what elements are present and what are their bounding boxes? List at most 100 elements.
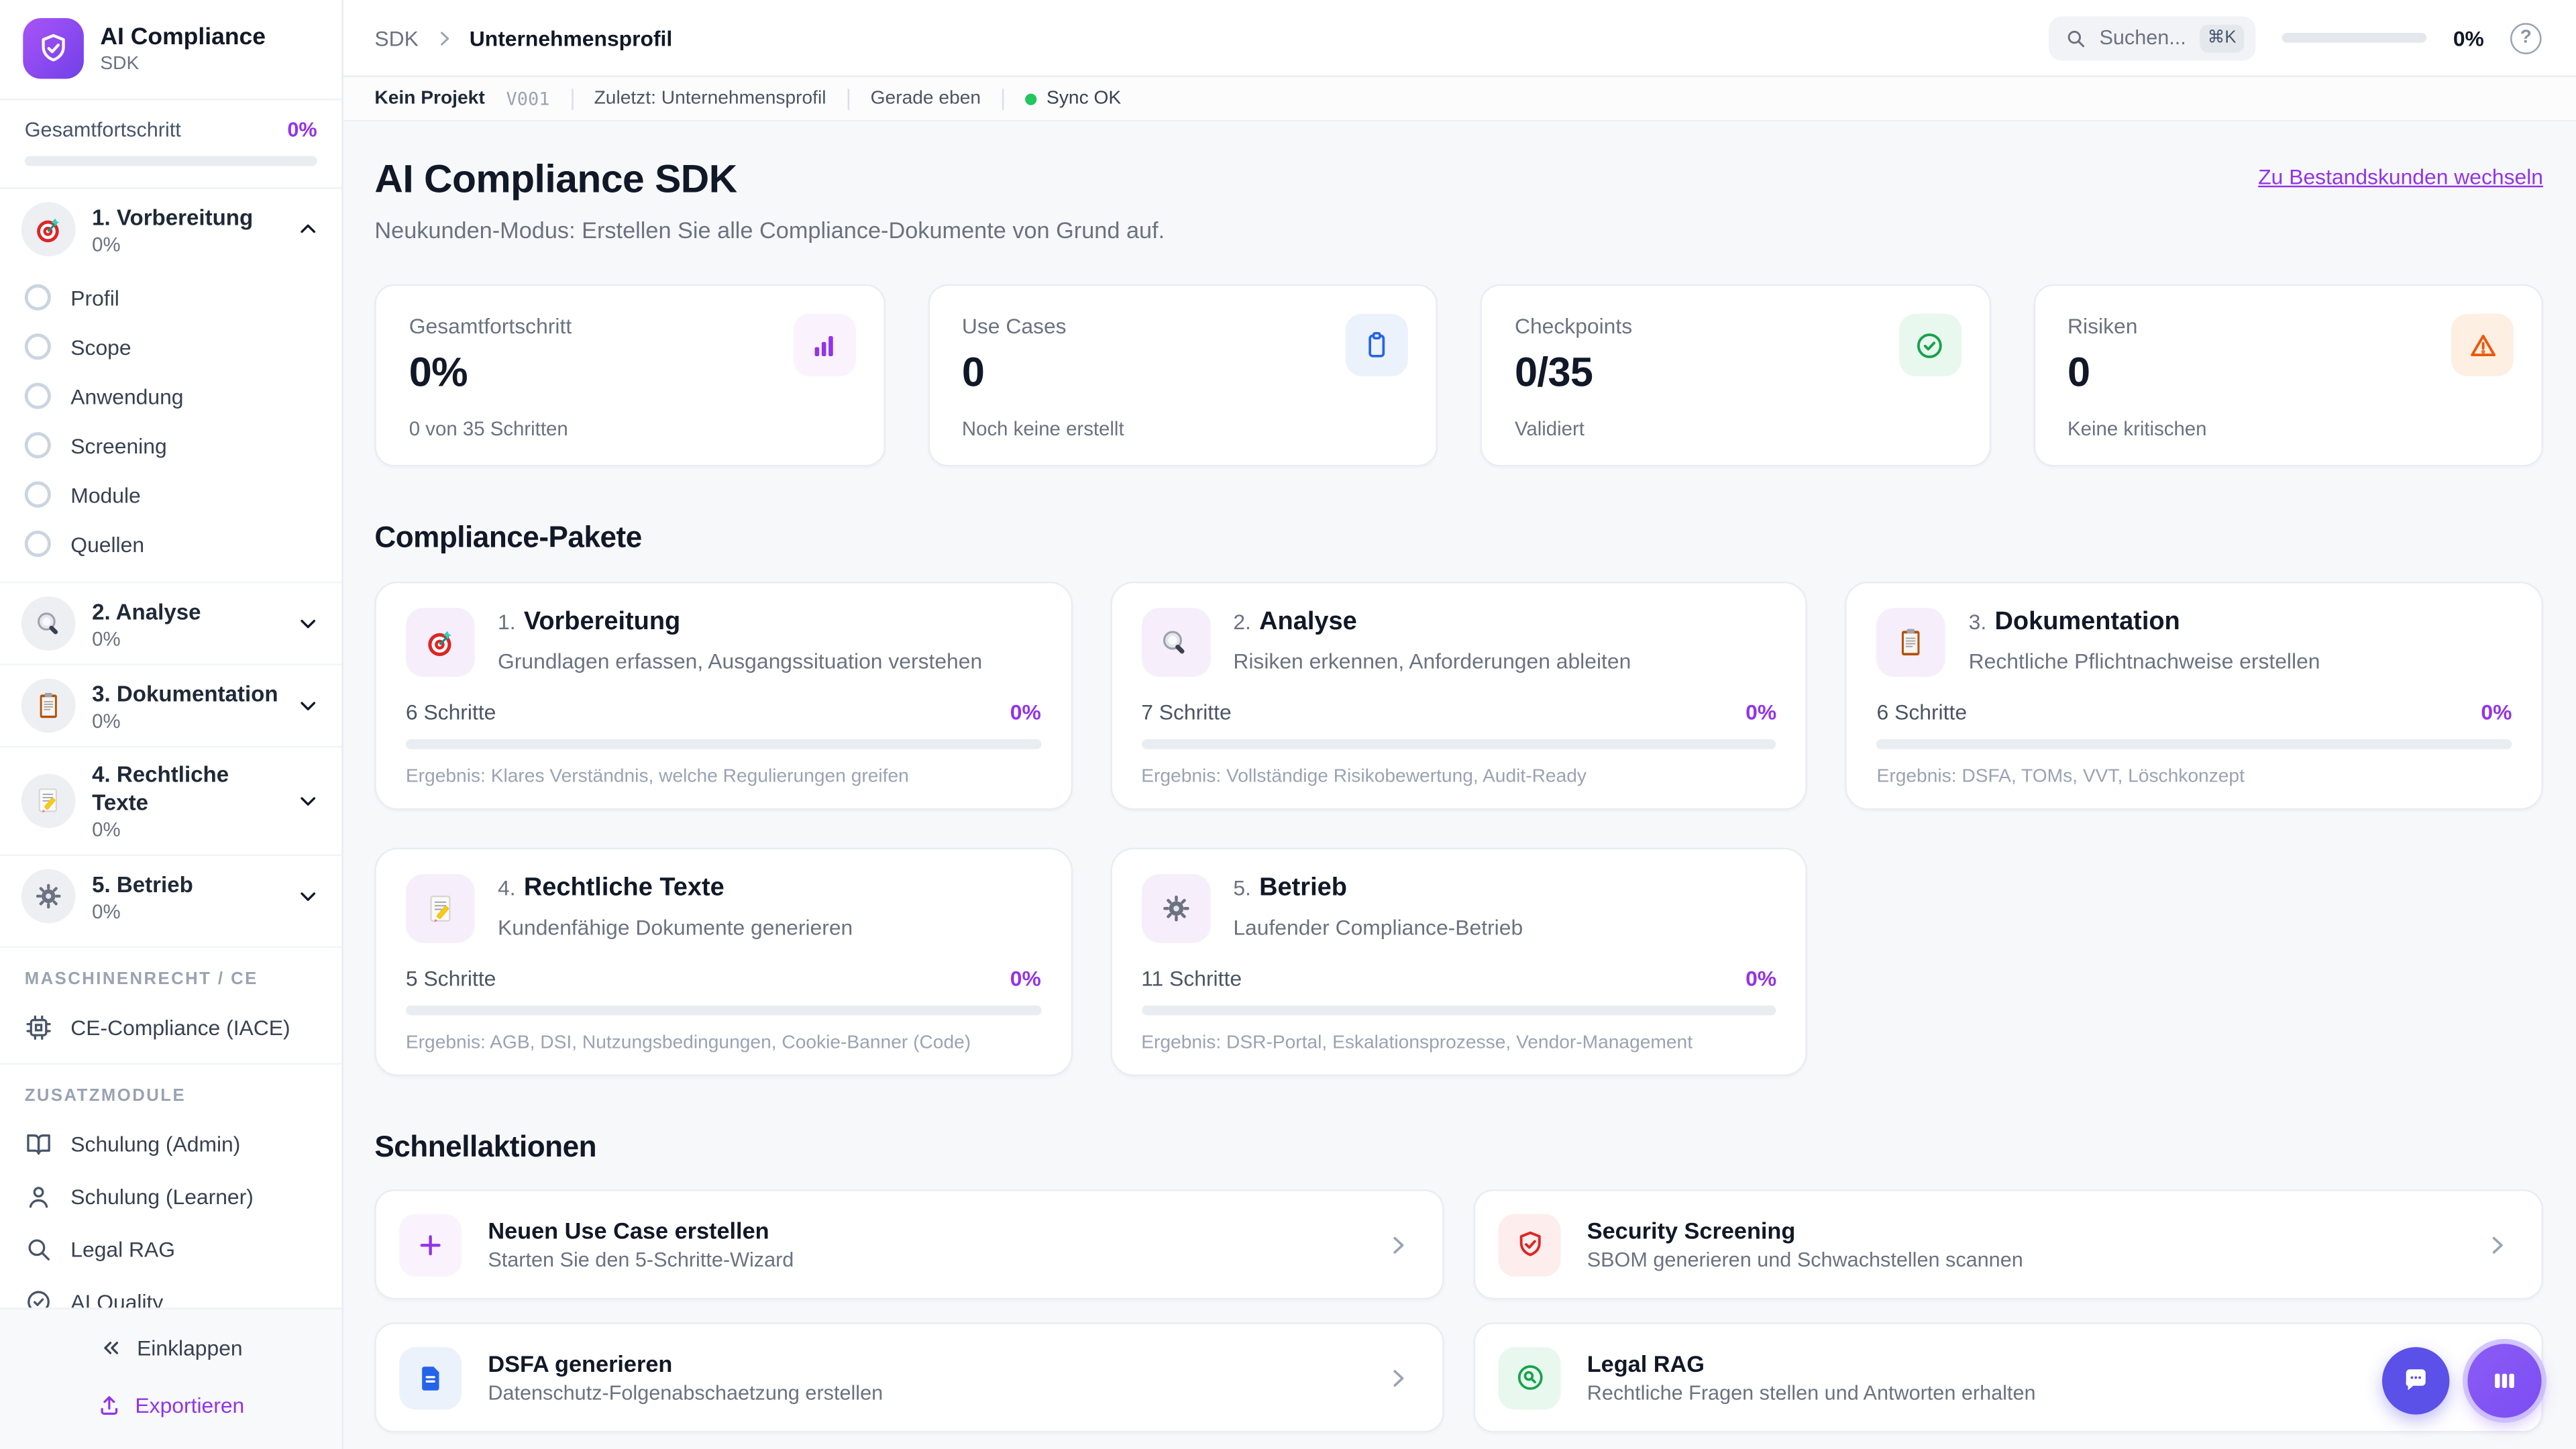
sidebar-item-analyse[interactable]: 2. Analyse 0% bbox=[0, 583, 341, 663]
sidebar-item-percent: 0% bbox=[92, 708, 121, 733]
section-title-compliance-pakete: Compliance-Pakete bbox=[374, 521, 642, 554]
sidebar-item-ce-compliance[interactable]: CE-Compliance (IACE) bbox=[0, 1000, 341, 1053]
chevron-right-icon bbox=[1385, 1232, 1411, 1258]
board-fab-button[interactable] bbox=[2467, 1344, 2542, 1418]
quick-action-new-use-case[interactable]: Neuen Use Case erstellen Starten Sie den… bbox=[374, 1189, 1444, 1300]
collapse-label: Einklappen bbox=[137, 1336, 243, 1360]
package-card-betrieb[interactable]: 5. Betrieb Laufender Compliance-Betrieb 1… bbox=[1110, 847, 1808, 1077]
sidebar-overall-progress: Gesamtfortschritt 0% bbox=[0, 100, 342, 189]
breadcrumb: SDK Unternehmensprofil bbox=[374, 25, 672, 50]
help-button[interactable]: ? bbox=[2510, 22, 2542, 54]
memo-emoji-icon bbox=[405, 873, 475, 943]
quick-action-legal-rag[interactable]: Legal RAG Rechtliche Fragen stellen und … bbox=[1473, 1322, 2544, 1433]
time-status: Gerade eben bbox=[870, 89, 981, 109]
sync-status-dot bbox=[1025, 93, 1037, 105]
chevron-up-icon bbox=[296, 217, 321, 241]
step-circle-icon bbox=[24, 531, 51, 557]
sidebar-item-schulung-learner[interactable]: Schulung (Learner) bbox=[0, 1170, 341, 1222]
sidebar-item-percent: 0% bbox=[92, 899, 121, 923]
sidebar-item-label: 5. Betrieb bbox=[92, 871, 193, 896]
columns-icon bbox=[2489, 1365, 2520, 1397]
bar-chart-icon bbox=[792, 313, 855, 376]
magnifier-emoji-icon bbox=[1141, 608, 1211, 677]
quick-action-security-screening[interactable]: Security Screening SBOM generieren und S… bbox=[1473, 1189, 2544, 1300]
export-button[interactable]: Exportieren bbox=[16, 1385, 325, 1426]
step-circle-icon bbox=[24, 432, 51, 459]
page-title: AI Compliance SDK bbox=[374, 158, 737, 203]
app-title: AI Compliance bbox=[100, 24, 266, 51]
package-progress-bar bbox=[405, 739, 1041, 749]
main-area: SDK Unternehmensprofil Suchen... ⌘K 0% ? bbox=[343, 0, 2576, 1449]
sidebar-item-schulung-admin[interactable]: Schulung (Admin) bbox=[0, 1117, 341, 1169]
search-icon bbox=[2065, 27, 2086, 48]
search-input[interactable]: Suchen... ⌘K bbox=[2048, 15, 2256, 60]
chevron-right-icon bbox=[433, 27, 455, 48]
sidebar-item-ai-quality[interactable]: AI Quality bbox=[0, 1275, 341, 1308]
project-status: Kein Projekt bbox=[374, 89, 485, 109]
sidebar-link-label: Legal RAG bbox=[70, 1236, 176, 1261]
sidebar-footer: Einklappen Exportieren bbox=[0, 1307, 342, 1449]
sidebar-item-rechtliche-texte[interactable]: 4. Rechtliche Texte 0% bbox=[0, 745, 342, 855]
sidebar-link-label: CE-Compliance (IACE) bbox=[70, 1014, 290, 1039]
breadcrumb-sdk[interactable]: SDK bbox=[374, 25, 419, 50]
stat-card-checkpoints: Checkpoints 0/35 Validiert bbox=[1480, 284, 1990, 467]
sidebar-subitem-scope[interactable]: Scope bbox=[0, 322, 341, 371]
upload-icon bbox=[97, 1393, 122, 1418]
stat-value: 0% bbox=[409, 350, 468, 396]
package-number: 2. bbox=[1233, 609, 1251, 635]
package-card-vorbereitung[interactable]: 1. Vorbereitung Grundlagen erfassen, Ausg… bbox=[374, 581, 1073, 810]
sidebar-item-legal-rag[interactable]: Legal RAG bbox=[0, 1222, 341, 1275]
sidebar-item-betrieb[interactable]: 5. Betrieb 0% bbox=[0, 854, 342, 936]
stat-sub: 0 von 35 Schritten bbox=[409, 417, 568, 441]
stat-card-risiken: Risiken 0 Keine kritischen bbox=[2033, 284, 2544, 467]
file-text-icon bbox=[399, 1346, 462, 1409]
package-card-rechtliche-texte[interactable]: 4. Rechtliche Texte Kundenfähige Dokument… bbox=[374, 847, 1073, 1077]
chevron-right-icon bbox=[1385, 1364, 1411, 1391]
sidebar-subitem-profil[interactable]: Profil bbox=[0, 273, 341, 322]
sidebar-subitem-anwendung[interactable]: Anwendung bbox=[0, 371, 341, 420]
check-circle-icon bbox=[25, 1287, 53, 1308]
stat-value: 0 bbox=[2068, 350, 2090, 396]
shield-check-icon bbox=[36, 32, 70, 66]
package-percent: 0% bbox=[1746, 700, 1777, 725]
sidebar-item-label: 4. Rechtliche Texte bbox=[92, 762, 229, 815]
sidebar-item-label: 3. Dokumentation bbox=[92, 681, 278, 706]
subitem-label: Scope bbox=[70, 334, 131, 360]
stat-label: Risiken bbox=[2068, 313, 2138, 339]
package-number: 1. bbox=[498, 609, 516, 635]
package-result: Ergebnis: Vollständige Risikobewertung, … bbox=[1141, 767, 1587, 788]
book-open-icon bbox=[25, 1130, 53, 1158]
sidebar-subitem-screening[interactable]: Screening bbox=[0, 421, 341, 470]
package-percent: 0% bbox=[1746, 966, 1777, 991]
sidebar-item-vorbereitung[interactable]: 1. Vorbereitung 0% bbox=[0, 189, 341, 270]
status-bar: Kein Projekt V001 Zuletzt: Unternehmensp… bbox=[343, 77, 2576, 122]
package-card-analyse[interactable]: 2. Analyse Risiken erkennen, Anforderunge… bbox=[1110, 581, 1808, 810]
version-badge: V001 bbox=[506, 88, 550, 109]
package-number: 4. bbox=[498, 875, 516, 901]
section-maschinenrecht: MASCHINENRECHT / CE bbox=[0, 946, 342, 1001]
package-card-dokumentation[interactable]: 3. Dokumentation Rechtliche Pflichtnachwe… bbox=[1845, 581, 2543, 810]
sidebar-item-label: 1. Vorbereitung bbox=[92, 204, 254, 229]
stat-value: 0/35 bbox=[1514, 350, 1593, 396]
target-emoji-icon bbox=[405, 608, 475, 677]
sidebar-subitem-module[interactable]: Module bbox=[0, 470, 341, 519]
section-title-schnellaktionen: Schnellaktionen bbox=[374, 1130, 597, 1163]
section-zusatzmodule: ZUSATZMODULE bbox=[0, 1063, 342, 1117]
sidebar-subitem-quellen[interactable]: Quellen bbox=[0, 519, 341, 568]
package-grid: 1. Vorbereitung Grundlagen erfassen, Ausg… bbox=[374, 581, 2543, 1077]
topbar-progress-bar bbox=[2282, 32, 2427, 43]
collapse-sidebar-button[interactable]: Einklappen bbox=[16, 1328, 325, 1368]
switch-to-existing-customers-link[interactable]: Zu Bestandskunden wechseln bbox=[2258, 164, 2544, 189]
package-result: Ergebnis: DSR-Portal, Eskalationsprozess… bbox=[1141, 1033, 1693, 1053]
sidebar-item-dokumentation[interactable]: 3. Dokumentation 0% bbox=[0, 663, 342, 745]
package-name: Betrieb bbox=[1259, 873, 1347, 902]
quick-actions-grid: Neuen Use Case erstellen Starten Sie den… bbox=[374, 1189, 2544, 1433]
package-description: Rechtliche Pflichtnachweise erstellen bbox=[1968, 649, 2320, 674]
quick-action-subtitle: Rechtliche Fragen stellen und Antworten … bbox=[1587, 1381, 2036, 1405]
package-name: Dokumentation bbox=[1994, 608, 2180, 636]
chat-fab-button[interactable] bbox=[2382, 1347, 2450, 1415]
quick-action-dsfa-generieren[interactable]: DSFA generieren Datenschutz-Folgenabscha… bbox=[374, 1322, 1444, 1433]
quick-action-title: Legal RAG bbox=[1587, 1350, 1705, 1377]
sidebar-nav: 1. Vorbereitung 0% Profil Scope bbox=[0, 189, 342, 1308]
step-circle-icon bbox=[24, 333, 51, 360]
